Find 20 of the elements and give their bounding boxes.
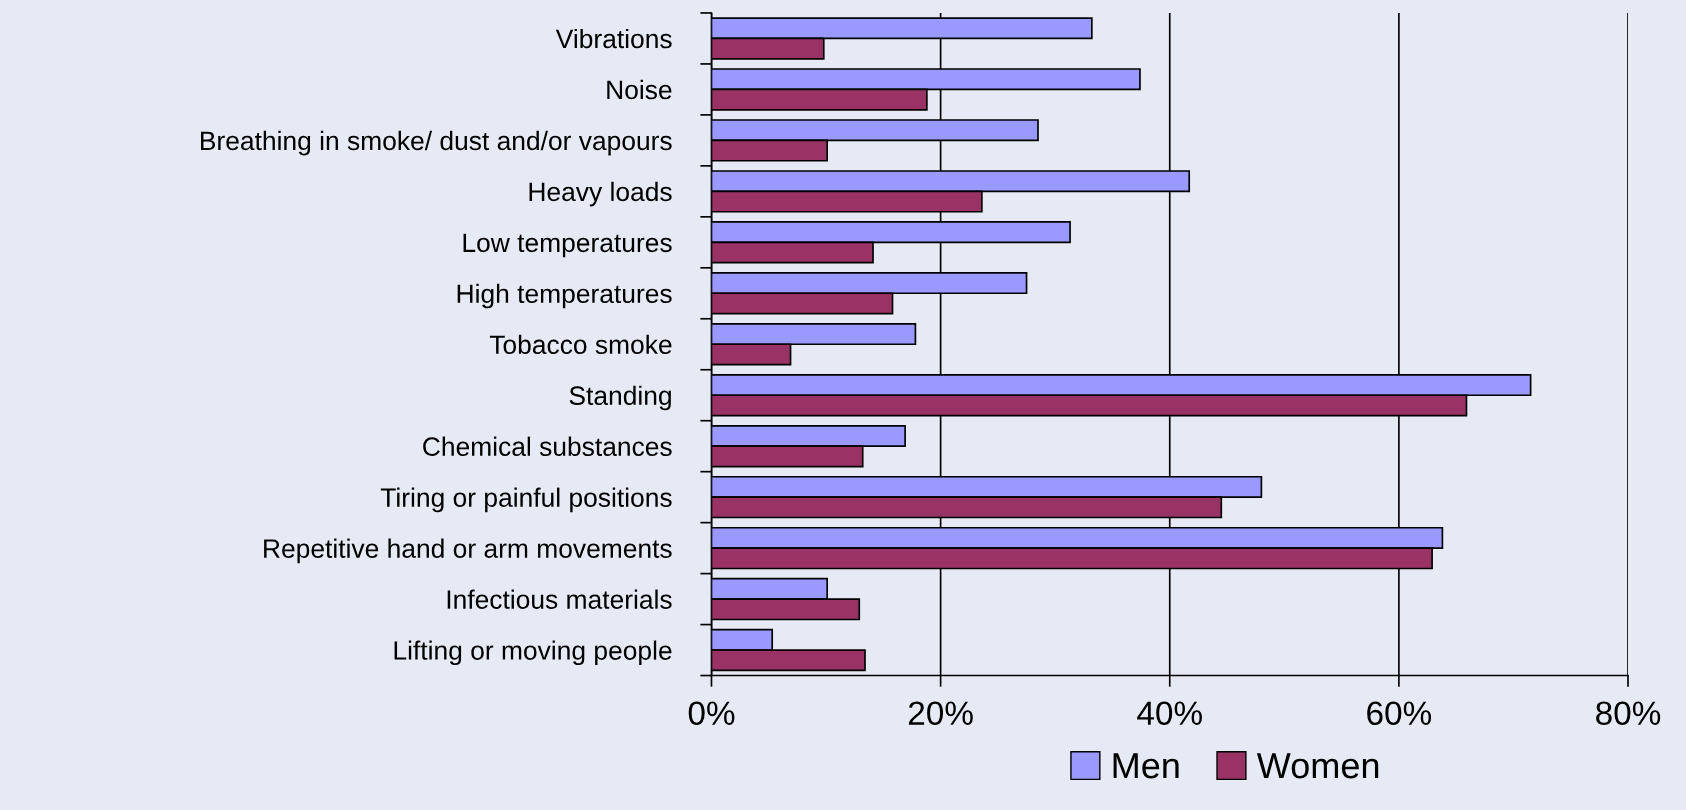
y-tick-label: Tiring or painful positions xyxy=(380,487,672,513)
y-tick-label: Vibrations xyxy=(555,28,672,49)
y-tick-label: Low temperatures xyxy=(463,233,672,258)
y-tick-label: High temperatures xyxy=(457,283,672,309)
x-tick-label: 20% xyxy=(908,701,973,726)
y-tick-label: Tobacco smoke xyxy=(489,334,672,355)
x-tick-label: 80% xyxy=(1596,701,1661,726)
y-tick-label: Standing xyxy=(569,385,671,411)
x-tick-label: 40% xyxy=(1137,701,1202,726)
y-tick-label: Heavy loads xyxy=(529,181,672,207)
y-tick-label: Repetitive hand or arm movements xyxy=(264,538,672,564)
y-tick-label: Noise xyxy=(607,79,672,100)
y-tick-label: Breathing in smoke/ dust and/or vapours xyxy=(201,130,672,156)
legend-label: Men xyxy=(1113,753,1179,779)
legend-label: Women xyxy=(1256,753,1379,779)
y-tick-label: Lifting or moving people xyxy=(394,640,672,666)
y-tick-label: Chemical substances xyxy=(423,436,672,457)
x-tick-label: 60% xyxy=(1367,701,1432,726)
y-tick-label: Infectious materials xyxy=(447,589,672,609)
x-tick-label: 0% xyxy=(688,701,735,726)
